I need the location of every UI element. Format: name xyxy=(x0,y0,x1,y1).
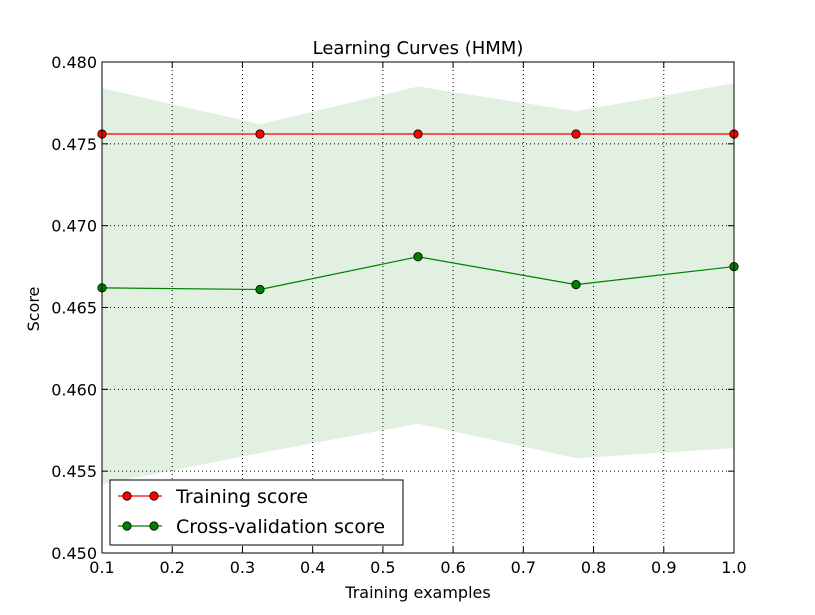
legend-marker-1-a xyxy=(122,521,132,531)
legend-marker-0-a xyxy=(122,491,132,501)
legend-box xyxy=(109,479,404,546)
series-1-point-3 xyxy=(571,279,581,290)
legend-marker-0-b xyxy=(149,491,159,501)
legend: Training score Cross-validation score xyxy=(109,479,404,546)
chart-title: Learning Curves (HMM) xyxy=(313,38,524,59)
x-tick-label-0: 0.1 xyxy=(89,558,114,577)
x-tick-label-2: 0.3 xyxy=(230,558,255,577)
y-axis-label: Score xyxy=(24,287,43,332)
legend-label-0: Training score xyxy=(175,486,308,508)
series-0-point-2 xyxy=(413,129,423,139)
x-tick-label-1: 0.2 xyxy=(159,558,184,577)
series-0-point-1 xyxy=(255,129,265,139)
x-tick-label-9: 1.0 xyxy=(721,558,746,577)
y-tick-label-4: 0.470 xyxy=(51,217,97,236)
confidence-band-1 xyxy=(102,83,734,485)
y-tick-label-2: 0.460 xyxy=(51,380,97,399)
x-tick-label-4: 0.5 xyxy=(370,558,395,577)
y-tick-label-5: 0.475 xyxy=(51,135,97,154)
confidence-bands xyxy=(102,83,734,485)
series-1-point-2 xyxy=(413,252,423,262)
y-tick-label-1: 0.455 xyxy=(51,462,97,481)
legend-marker-1-b xyxy=(149,521,159,531)
y-tick-label-0: 0.450 xyxy=(51,544,97,563)
x-tick-label-3: 0.4 xyxy=(300,558,325,577)
y-tick-label-6: 0.480 xyxy=(51,53,97,72)
x-axis-label: Training examples xyxy=(344,583,490,602)
y-tick-label-3: 0.465 xyxy=(51,299,97,318)
axis-ticks: 0.1 0.2 0.3 0.4 0.5 0.6 0.7 0.8 0.9 1.0 0.450 0.455… xyxy=(51,53,747,577)
legend-label-1: Cross-validation score xyxy=(176,516,385,538)
x-tick-label-5: 0.6 xyxy=(440,558,465,577)
series-1-point-1 xyxy=(255,284,265,295)
x-tick-label-8: 0.9 xyxy=(651,558,676,577)
series-0-point-3 xyxy=(571,129,581,139)
x-tick-label-7: 0.8 xyxy=(581,558,606,577)
x-tick-label-6: 0.7 xyxy=(511,558,536,577)
